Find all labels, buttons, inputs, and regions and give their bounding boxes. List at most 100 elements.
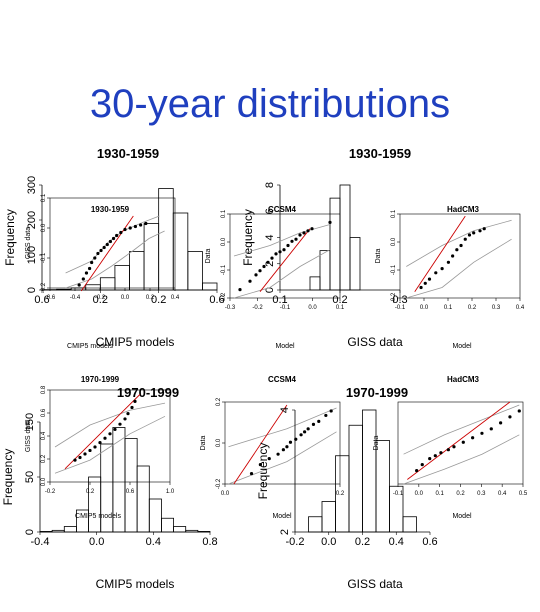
histogram-bar [136,465,150,533]
envelope-upper-line [228,407,337,448]
x-tick-label: 0.0 [308,305,317,311]
histogram-bar [88,476,102,533]
y-tick-label: 0.1 [391,209,397,218]
reference-line [64,394,141,470]
data-point [254,273,258,277]
chart-title: CCSM4 [268,205,297,214]
chart-title: 1930-1959 [91,205,130,214]
x-tick-label: 0.0 [221,491,230,497]
data-point [433,454,437,458]
data-point [108,239,113,244]
data-point [324,413,328,418]
data-point [78,455,82,460]
y-tick-label: 0.4 [41,431,47,440]
data-point [88,448,92,453]
envelope-lower-line [54,415,166,474]
x-axis-label: CMIP5 models [96,577,175,591]
x-tick-label: -0.3 [225,305,236,311]
data-point [90,260,94,265]
y-axis-label: GISS data [25,227,32,259]
data-point [267,457,271,461]
chart-title: 1930-1959 [97,146,159,161]
data-point [274,252,278,256]
data-point [419,285,423,290]
data-point [489,427,493,431]
x-tick-label: -0.6 [45,295,56,301]
plot-frame [49,197,176,289]
chart-title: 1970-1999 [117,385,179,400]
data-point [133,399,137,403]
data-point [248,279,252,283]
data-point [105,242,109,247]
histogram-bar [173,526,187,533]
slide-title: 30-year distributions [89,82,451,126]
plot-frame [399,213,521,299]
data-point [459,243,463,248]
data-point [113,427,117,432]
data-point [126,412,130,416]
data-point [73,458,77,462]
data-point [103,436,107,440]
x-axis-label: Model [452,513,472,520]
histogram-bar [308,516,323,533]
envelope-upper-line [233,224,331,257]
histogram-bar [329,197,341,291]
envelope-upper-line [65,215,160,274]
envelope-lower-line [403,434,520,485]
histogram-bar [158,188,174,291]
y-tick-label: 0 [24,529,36,535]
x-tick-label: 0.1 [444,305,453,311]
x-tick-label: 0.0 [89,536,104,548]
x-axis-label: GISS data [347,577,403,591]
envelope-upper-line [54,402,166,448]
y-tick-label: 0 [26,287,38,293]
x-axis-label: GISS data [347,335,403,349]
data-point [472,231,476,235]
data-point [286,243,290,248]
x-tick-label: -0.2 [45,489,56,495]
data-point [423,281,427,285]
data-point [282,248,286,252]
data-point [311,422,316,426]
data-point [482,227,486,231]
x-tick-label: 0.6 [422,536,437,548]
y-tick-label: 0.0 [41,477,47,486]
x-tick-label: 0.2 [468,305,477,311]
x-tick-label: -0.4 [70,295,81,301]
y-axis-label: Frequency [241,209,255,266]
data-point [123,227,127,232]
data-point [478,229,482,233]
data-point [139,223,143,227]
data-point [102,245,106,250]
histogram-bar [375,440,390,533]
data-point [455,248,459,252]
x-tick-label: -0.1 [395,305,406,311]
y-axis-label: Data [200,436,207,451]
data-point [302,231,306,235]
data-point [84,271,89,275]
x-tick-label: 0.0 [121,295,130,301]
x-tick-label: 0.4 [516,305,525,311]
data-point [276,452,280,456]
data-point [249,471,254,476]
x-axis-label: CMIP5 models [67,343,113,350]
x-tick-label: -0.2 [252,305,263,311]
x-tick-label: -0.1 [280,305,291,311]
data-point [93,445,97,449]
chart-title: 1970-1999 [81,375,120,384]
chart-title: HadCM3 [447,375,480,384]
y-tick-label: -0.2 [391,292,397,303]
data-point [452,445,456,449]
x-tick-label: 0.1 [336,305,345,311]
histogram-bar [129,251,145,291]
data-point [262,264,266,269]
data-point [461,440,465,444]
y-tick-label: 6 [264,208,276,214]
data-point [115,233,119,238]
y-axis-label: Frequency [3,209,17,266]
data-point [133,224,138,229]
data-point [266,260,270,264]
histogram-bar [161,517,174,533]
data-point [93,256,97,260]
